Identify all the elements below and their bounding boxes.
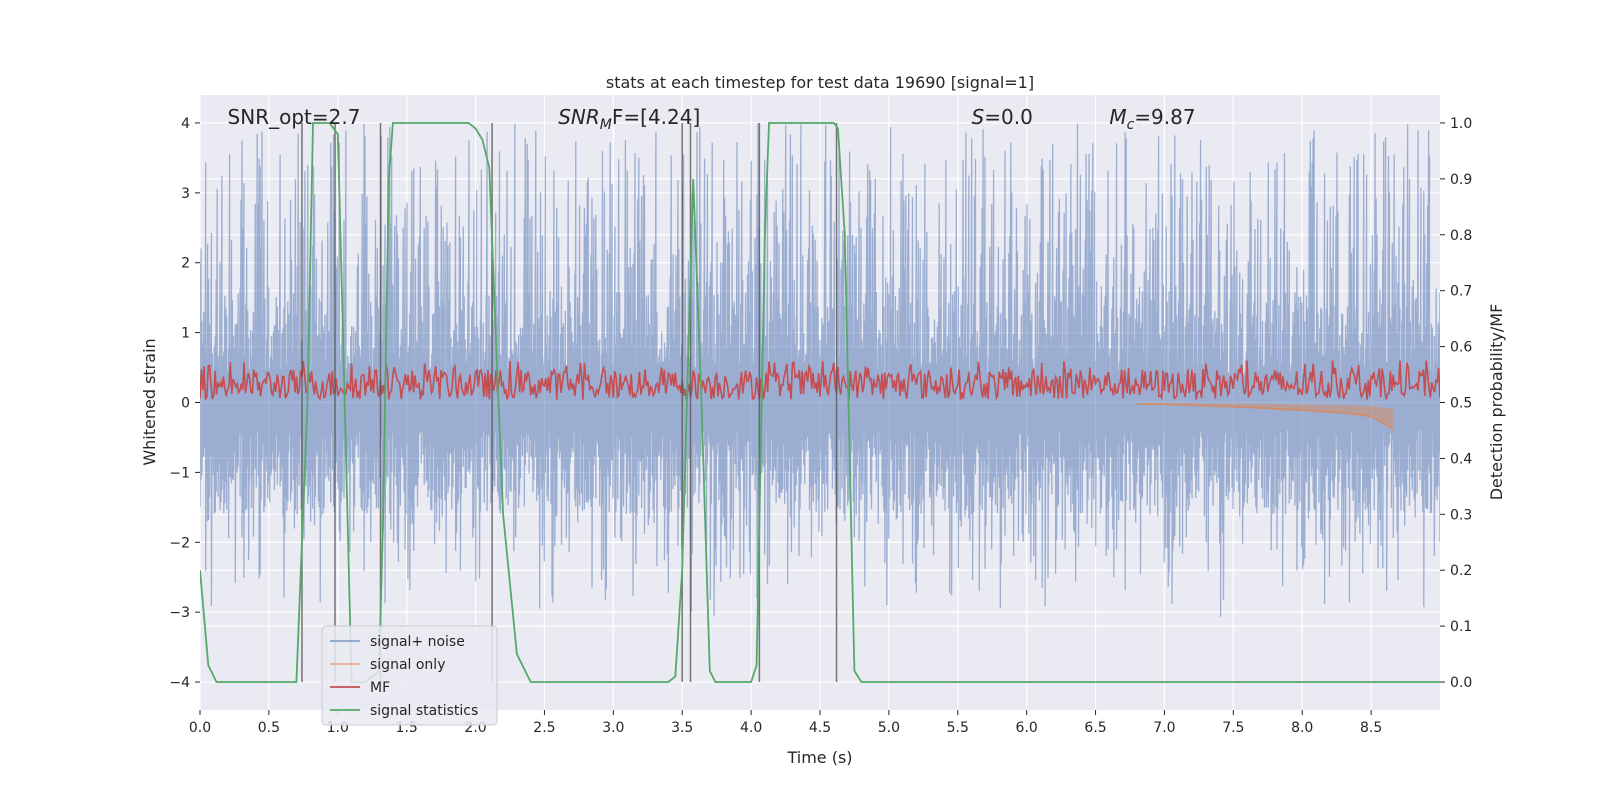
y-right-tick-label-2: 0.2 [1450,563,1472,579]
x-tick-label-13: 6.5 [1084,720,1106,736]
y-right-tick-label-7: 0.7 [1450,284,1472,300]
x-tick-label-10: 5.0 [878,720,900,736]
x-tick-label-14: 7.0 [1153,720,1175,736]
x-tick-label-8: 4.0 [740,720,762,736]
x-tick-label-0: 0.0 [189,720,211,736]
y-right-tick-label-9: 0.9 [1450,172,1472,188]
annotations: SNR_opt=2.7 SNRMF=[4.24] S=0.0 Mc=9.87 [228,105,1196,133]
y-right-tick-label-8: 0.8 [1450,228,1472,244]
mf-series [200,360,1440,401]
x-tick-label-9: 4.5 [809,720,831,736]
x-tick-label-6: 3.0 [602,720,624,736]
signal-only-series [1136,402,1394,430]
y-tick-label-2: −2 [169,535,190,551]
x-tick-label-7: 3.5 [671,720,693,736]
y-axis-ticks: −4 −3 −2 −1 0 1 2 3 4 [169,116,200,691]
x-tick-label-17: 8.5 [1360,720,1382,736]
y-tick-label-8: 4 [181,116,190,132]
y-right-tick-label-0: 0.0 [1450,675,1472,691]
y-axis-right-ticks: 0.0 0.1 0.2 0.3 0.4 0.5 0.6 0.7 0.8 0.9 1.0 [1440,116,1472,691]
x-axis-label: Time (s) [786,748,852,767]
signal-noise-line [200,123,1440,617]
vertical-lines [301,122,838,683]
signal-statistics-series [200,122,1440,683]
y-tick-label-4: 0 [181,396,190,412]
chart-title: stats at each timestep for test data 196… [606,73,1034,92]
x-tick-label-5: 2.5 [533,720,555,736]
annotation-1: SNRMF=[4.24] [558,105,700,133]
legend-label-0: signal+ noise [370,634,465,650]
legend-label-1: signal only [370,657,445,673]
y-tick-label-7: 3 [181,186,190,202]
y-tick-label-1: −3 [169,605,190,621]
y-right-tick-label-3: 0.3 [1450,507,1472,523]
y-right-tick-label-5: 0.5 [1450,396,1472,412]
y-axis-label: Whitened strain [140,338,159,465]
x-tick-label-16: 8.0 [1291,720,1313,736]
y-tick-label-6: 2 [181,256,190,272]
annotation-2: S=0.0 [972,105,1033,129]
y-tick-label-3: −1 [169,465,190,481]
y-tick-label-0: −4 [169,675,190,691]
signal-noise-series [200,123,1440,617]
y-tick-label-5: 1 [181,326,190,342]
y-right-tick-label-4: 0.4 [1450,451,1472,467]
y-axis-right-label: Detection probability/MF [1487,304,1506,501]
legend: signal+ noise signal only MF signal statist… [321,625,498,726]
signal-only-line [1136,403,1394,430]
y-right-tick-label-10: 1.0 [1450,116,1472,132]
legend-label-2: MF [370,680,390,696]
x-tick-label-11: 5.5 [947,720,969,736]
y-right-tick-label-6: 0.6 [1450,340,1472,356]
signal-only-band [1136,402,1394,430]
x-tick-label-12: 6.0 [1016,720,1038,736]
legend-box [321,625,498,726]
x-tick-label-1: 0.5 [258,720,280,736]
annotation-0: SNR_opt=2.7 [228,105,361,129]
annotation-3: Mc=9.87 [1109,105,1195,133]
signal-statistics-line [200,122,1440,683]
x-tick-label-15: 7.5 [1222,720,1244,736]
legend-label-3: signal statistics [370,703,478,719]
mf-line [200,360,1440,401]
y-right-tick-label-1: 0.1 [1450,619,1472,635]
